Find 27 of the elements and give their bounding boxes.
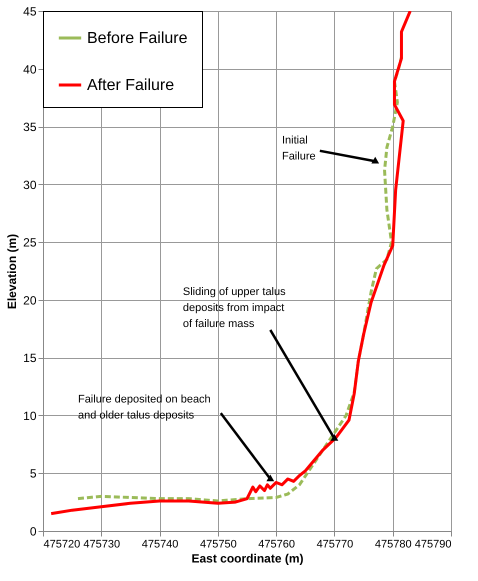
legend-label: After Failure <box>87 77 174 94</box>
y-tick-label: 30 <box>23 178 37 192</box>
legend-label: Before Failure <box>87 30 188 47</box>
x-tick-label: 475780 <box>374 538 412 550</box>
y-tick-label: 20 <box>23 293 37 308</box>
x-tick-label: 475720 <box>44 538 80 550</box>
x-tick-label: 475740 <box>142 538 178 550</box>
x-tick-label: 475790 <box>414 538 452 550</box>
y-tick-label: 15 <box>23 351 37 366</box>
y-tick-label: 5 <box>30 466 37 481</box>
x-axis-title: East coordinate (m) <box>191 552 304 566</box>
y-tick-label: 35 <box>23 120 37 134</box>
y-tick-label: 40 <box>23 62 37 76</box>
annotation: Sliding of upper talus deposits from impact of failure mass <box>182 286 286 330</box>
annotation: Initial Failure <box>282 134 316 163</box>
x-tick-label: 475770 <box>316 538 354 550</box>
y-axis-title: Elevation (m) <box>5 234 20 310</box>
y-tick-label: 45 <box>23 4 37 18</box>
x-tick-label: 475730 <box>83 538 120 550</box>
line-series <box>76 56 403 502</box>
x-tick-label: 475750 <box>200 538 237 550</box>
y-tick-label: 10 <box>23 408 37 423</box>
y-tick-label: 25 <box>23 236 37 250</box>
x-tick-label: 475760 <box>258 538 295 550</box>
annotation: Failure deposited on beach and older talus deposits <box>78 393 211 422</box>
y-tick-label: 0 <box>30 524 37 538</box>
line-series <box>50 11 412 516</box>
